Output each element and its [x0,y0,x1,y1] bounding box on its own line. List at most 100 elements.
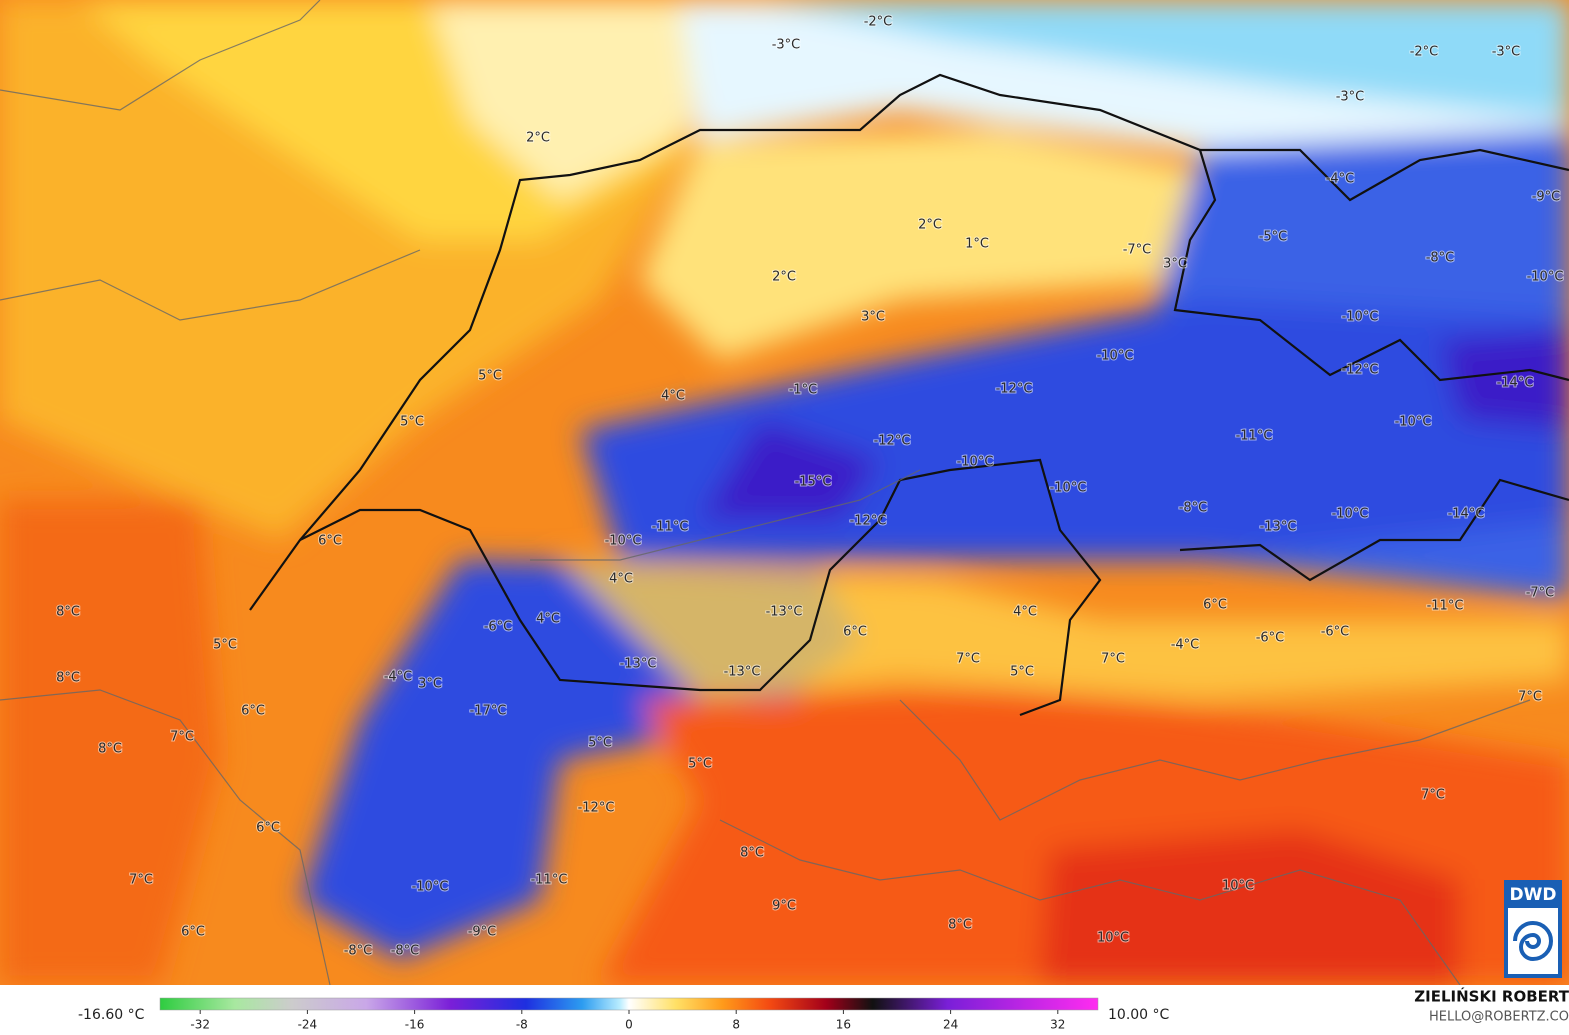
temperature-label: 6°C [256,821,280,836]
temperature-label: -10°C [1050,481,1087,496]
temperature-label: -12°C [1342,363,1379,378]
colorbar [159,997,1099,1011]
colorbar-tick-label: -32 [190,1018,210,1032]
temperature-label: -11°C [1236,429,1273,444]
temperature-label: -9°C [468,925,497,940]
temperature-label: -7°C [1123,243,1152,258]
author: ZIELIŃSKI ROBERT [1414,987,1569,1006]
temperature-label: 7°C [956,652,980,667]
temperature-label: 5°C [688,757,712,772]
temperature-label: -6°C [1256,631,1285,646]
temperature-label: -17°C [470,704,507,719]
temperature-label: -3°C [772,38,801,53]
colorbar-tick-label: -16 [405,1018,425,1032]
temperature-label: -14°C [1448,507,1485,522]
temperature-label: 7°C [129,873,153,888]
temperature-label: -2°C [1410,45,1439,60]
temperature-label: 7°C [170,730,194,745]
colorbar-min-label: -16.60 °C [78,1007,145,1023]
temperature-label: -10°C [412,880,449,895]
temperature-label: 6°C [318,534,342,549]
temperature-label: -5°C [1259,230,1288,245]
colorbar-tick-label: 16 [836,1018,851,1032]
temperature-label: -12°C [874,434,911,449]
temperature-label: -3°C [1492,45,1521,60]
temperature-label: 5°C [478,369,502,384]
temperature-label: 6°C [843,625,867,640]
temperature-label: 7°C [1518,690,1542,705]
temperature-labels: -2°C -3°C -2°C -3°C -3°C 2°C -4°C -9°C 2°C 1°C -7°… [55,14,1564,960]
temperature-label: 8°C [948,918,972,933]
temperature-label: 4°C [536,612,560,627]
temperature-label: -15°C [795,475,832,490]
temperature-label: -10°C [1332,507,1369,522]
logo-swirl [1513,921,1553,962]
temperature-label: 6°C [1203,598,1227,613]
temperature-label: -11°C [652,520,689,535]
temperature-label: -7°C [1526,586,1555,601]
temperature-label: 7°C [1101,652,1125,667]
temperature-label: -12°C [578,801,615,816]
temperature-label: 8°C [56,671,80,686]
temperature-label: -9°C [1532,190,1561,205]
temperature-label: -6°C [484,620,513,635]
temperature-label: -8°C [344,944,373,959]
temperature-label: 1°C [965,237,989,252]
temperature-label: -10°C [1395,415,1432,430]
temperature-label: -4°C [1171,638,1200,653]
temperature-label: -2°C [864,15,893,30]
temperature-label: 6°C [241,704,265,719]
temperature-label: 3°C [861,310,885,325]
temperature-label: 9°C [772,899,796,914]
temperature-label: -12°C [996,382,1033,397]
map-background [0,0,1569,986]
logo-text: DWD [1510,885,1557,905]
temperature-label: -12°C [850,514,887,529]
temperature-label: -10°C [605,534,642,549]
temperature-label: 5°C [588,736,612,751]
temperature-label: 4°C [609,572,633,587]
temperature-label: -8°C [1179,501,1208,516]
temperature-label: -11°C [1427,599,1464,614]
colorbar-max-label: 10.00 °C [1108,1007,1170,1023]
temperature-label: 8°C [98,742,122,757]
temperature-label: -3°C [1336,90,1365,105]
temperature-label: -4°C [384,670,413,685]
colorbar-tick-label: 32 [1050,1018,1065,1032]
temperature-label: 2°C [772,270,796,285]
temperature-label: -13°C [620,657,657,672]
temperature-label: 5°C [1010,665,1034,680]
temperature-label: 2°C [526,131,550,146]
temperature-label: -14°C [1497,376,1534,391]
temperature-label: 4°C [1013,605,1037,620]
temperature-label: -13°C [724,665,761,680]
temperature-label: -4°C [1326,172,1355,187]
temperature-label: 6°C [181,925,205,940]
colorbar-tick-label: 24 [943,1018,958,1032]
temperature-label: -10°C [1342,310,1379,325]
temperature-label: 4°C [661,389,685,404]
temperature-label: -1°C [789,383,818,398]
temperature-label: 2°C [918,218,942,233]
temperature-label: 5°C [213,638,237,653]
temperature-label: -8°C [391,944,420,959]
email: HELLO@ROBERTZ.CO [1429,1010,1569,1025]
temperature-label: 10°C [1222,879,1254,894]
temperature-label: -8°C [1426,251,1455,266]
temperature-label: 8°C [740,846,764,861]
dwd-logo: DWD [1504,880,1562,978]
temperature-label: -10°C [1527,270,1564,285]
colorbar-tick-label: -24 [298,1018,318,1032]
temperature-label: -13°C [1260,520,1297,535]
temperature-label: -13°C [766,605,803,620]
temperature-label: -10°C [957,455,994,470]
temperature-label: 5°C [400,415,424,430]
temperature-label: 3°C [418,677,442,692]
colorbar-tick-label: 8 [732,1018,740,1032]
colorbar-tick-label: -8 [516,1018,528,1032]
temperature-label: -11°C [531,873,568,888]
temperature-label: -10°C [1097,349,1134,364]
temperature-label: 7°C [1421,788,1445,803]
